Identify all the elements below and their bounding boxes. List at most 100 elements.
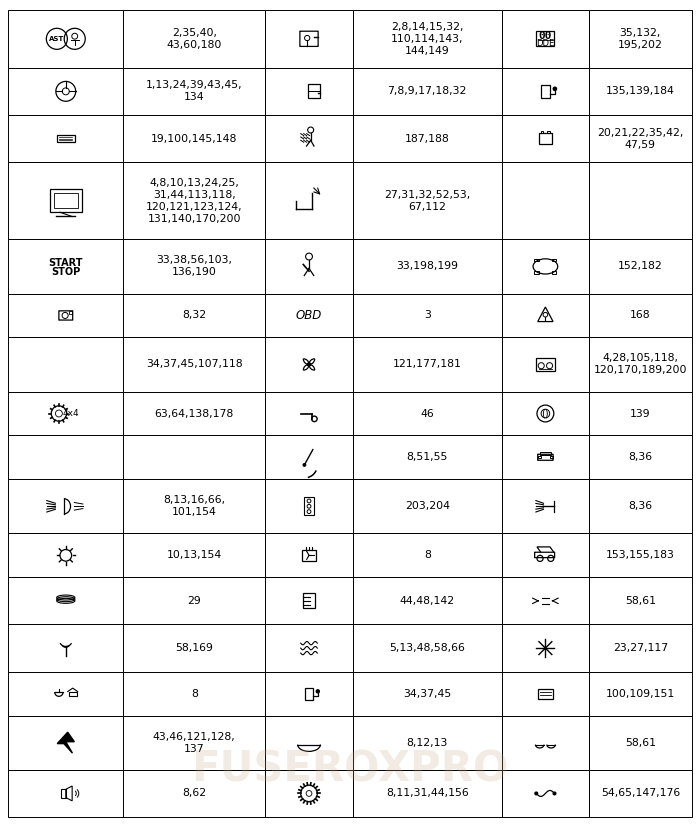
Text: 8,62: 8,62 <box>182 788 206 798</box>
Text: 8,11,31,44,156: 8,11,31,44,156 <box>386 788 468 798</box>
Bar <box>535 271 539 274</box>
Text: 7,8,9,17,18,32: 7,8,9,17,18,32 <box>388 86 467 96</box>
Bar <box>547 131 550 133</box>
Text: AST: AST <box>49 36 64 42</box>
Bar <box>8 672 123 715</box>
Bar <box>304 497 314 515</box>
Circle shape <box>553 87 556 90</box>
Text: 4,28,105,118,
120,170,189,200: 4,28,105,118, 120,170,189,200 <box>594 353 687 375</box>
Bar <box>589 10 692 68</box>
Bar <box>57 135 75 142</box>
Bar <box>353 624 502 672</box>
Bar <box>589 624 692 672</box>
Text: 58,61: 58,61 <box>625 595 656 606</box>
Bar <box>502 10 589 68</box>
Circle shape <box>307 362 312 366</box>
Bar <box>50 189 82 213</box>
Text: 203,204: 203,204 <box>405 501 449 511</box>
Bar <box>123 392 265 435</box>
Bar <box>69 311 72 314</box>
Bar <box>589 294 692 337</box>
Text: 23,27,117: 23,27,117 <box>612 643 668 653</box>
Text: 8: 8 <box>424 550 430 561</box>
Bar <box>8 577 123 624</box>
Bar <box>589 479 692 533</box>
Bar <box>353 337 502 392</box>
Bar <box>123 715 265 770</box>
Bar <box>123 672 265 715</box>
Bar <box>502 672 589 715</box>
Text: 43,46,121,128,
137: 43,46,121,128, 137 <box>153 732 236 753</box>
Text: 2,8,14,15,32,
110,114,143,
144,149: 2,8,14,15,32, 110,114,143, 144,149 <box>391 22 463 55</box>
Bar <box>265 68 353 115</box>
Text: DDE: DDE <box>536 39 554 48</box>
Circle shape <box>535 792 538 795</box>
Text: 8,12,13: 8,12,13 <box>407 738 448 748</box>
Bar <box>265 435 353 479</box>
Bar <box>502 479 589 533</box>
Bar <box>538 456 541 458</box>
Bar <box>589 435 692 479</box>
Bar <box>353 392 502 435</box>
Text: 153,155,183: 153,155,183 <box>606 550 675 561</box>
Text: 58,61: 58,61 <box>625 738 656 748</box>
Text: 10,13,154: 10,13,154 <box>167 550 222 561</box>
Bar <box>8 294 123 337</box>
Text: 34,37,45,107,118: 34,37,45,107,118 <box>146 360 242 370</box>
Bar <box>265 337 353 392</box>
Bar <box>61 789 66 797</box>
Text: 168: 168 <box>630 310 651 320</box>
Bar <box>353 533 502 577</box>
Bar <box>265 624 353 672</box>
Text: 5,13,48,58,66: 5,13,48,58,66 <box>389 643 465 653</box>
Text: 00: 00 <box>538 31 552 41</box>
Bar <box>353 294 502 337</box>
Bar <box>8 533 123 577</box>
Bar <box>502 337 589 392</box>
Text: 54,65,147,176: 54,65,147,176 <box>601 788 680 798</box>
Text: 63,64,138,178: 63,64,138,178 <box>155 409 234 418</box>
Bar <box>54 194 78 208</box>
Bar <box>123 577 265 624</box>
Bar <box>265 392 353 435</box>
Text: 44,48,142: 44,48,142 <box>400 595 455 606</box>
Bar <box>353 577 502 624</box>
Text: 33,198,199: 33,198,199 <box>396 261 459 271</box>
Bar <box>502 770 589 817</box>
Text: 100,109,151: 100,109,151 <box>606 689 675 699</box>
Bar <box>265 162 353 239</box>
Bar <box>589 392 692 435</box>
Bar <box>353 435 502 479</box>
Bar <box>353 115 502 162</box>
Bar <box>589 672 692 715</box>
Bar <box>8 392 123 435</box>
Text: 187,188: 187,188 <box>405 134 449 144</box>
Bar <box>353 10 502 68</box>
Bar <box>123 239 265 294</box>
Bar <box>265 715 353 770</box>
Text: OBD: OBD <box>296 309 322 322</box>
Bar <box>502 68 589 115</box>
Bar <box>123 162 265 239</box>
Text: 19,100,145,148: 19,100,145,148 <box>151 134 237 144</box>
Bar <box>265 577 353 624</box>
Bar <box>265 672 353 715</box>
Text: 35,132,
195,202: 35,132, 195,202 <box>618 28 663 50</box>
Bar <box>123 770 265 817</box>
Bar <box>502 162 589 239</box>
Bar <box>502 577 589 624</box>
Text: 20,21,22,35,42,
47,59: 20,21,22,35,42, 47,59 <box>597 127 683 150</box>
Bar <box>353 239 502 294</box>
Circle shape <box>553 792 556 795</box>
Bar <box>552 271 556 274</box>
Bar <box>8 68 123 115</box>
Bar <box>502 392 589 435</box>
Bar <box>8 162 123 239</box>
Bar <box>589 533 692 577</box>
Text: 8,36: 8,36 <box>629 501 652 511</box>
Text: 27,31,32,52,53,
67,112: 27,31,32,52,53, 67,112 <box>384 189 470 212</box>
Bar <box>265 115 353 162</box>
Bar <box>303 594 315 609</box>
Text: 8,51,55: 8,51,55 <box>407 452 448 462</box>
Text: 3: 3 <box>424 310 430 320</box>
